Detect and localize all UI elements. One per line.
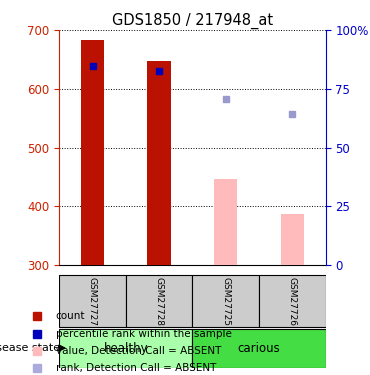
Text: percentile rank within the sample: percentile rank within the sample [56, 329, 231, 339]
Bar [126, 276, 192, 327]
Bar [214, 179, 238, 265]
Bar [192, 276, 259, 327]
Text: count: count [56, 311, 85, 321]
Bar [192, 328, 326, 368]
Title: GDS1850 / 217948_at: GDS1850 / 217948_at [112, 12, 273, 28]
Bar [281, 214, 304, 265]
Text: rank, Detection Call = ABSENT: rank, Detection Call = ABSENT [56, 363, 216, 373]
Text: disease state: disease state [0, 343, 61, 353]
Text: GSM27727: GSM27727 [88, 276, 97, 326]
Bar [147, 61, 171, 265]
Text: value, Detection Call = ABSENT: value, Detection Call = ABSENT [56, 346, 221, 356]
Text: carious: carious [238, 342, 280, 355]
Text: GSM27726: GSM27726 [288, 276, 297, 326]
Bar [259, 276, 326, 327]
Text: healthy: healthy [104, 342, 148, 355]
Bar [59, 276, 126, 327]
Text: GSM27728: GSM27728 [155, 276, 164, 326]
Bar [81, 40, 104, 265]
Text: GSM27725: GSM27725 [221, 276, 230, 326]
Bar [59, 328, 192, 368]
